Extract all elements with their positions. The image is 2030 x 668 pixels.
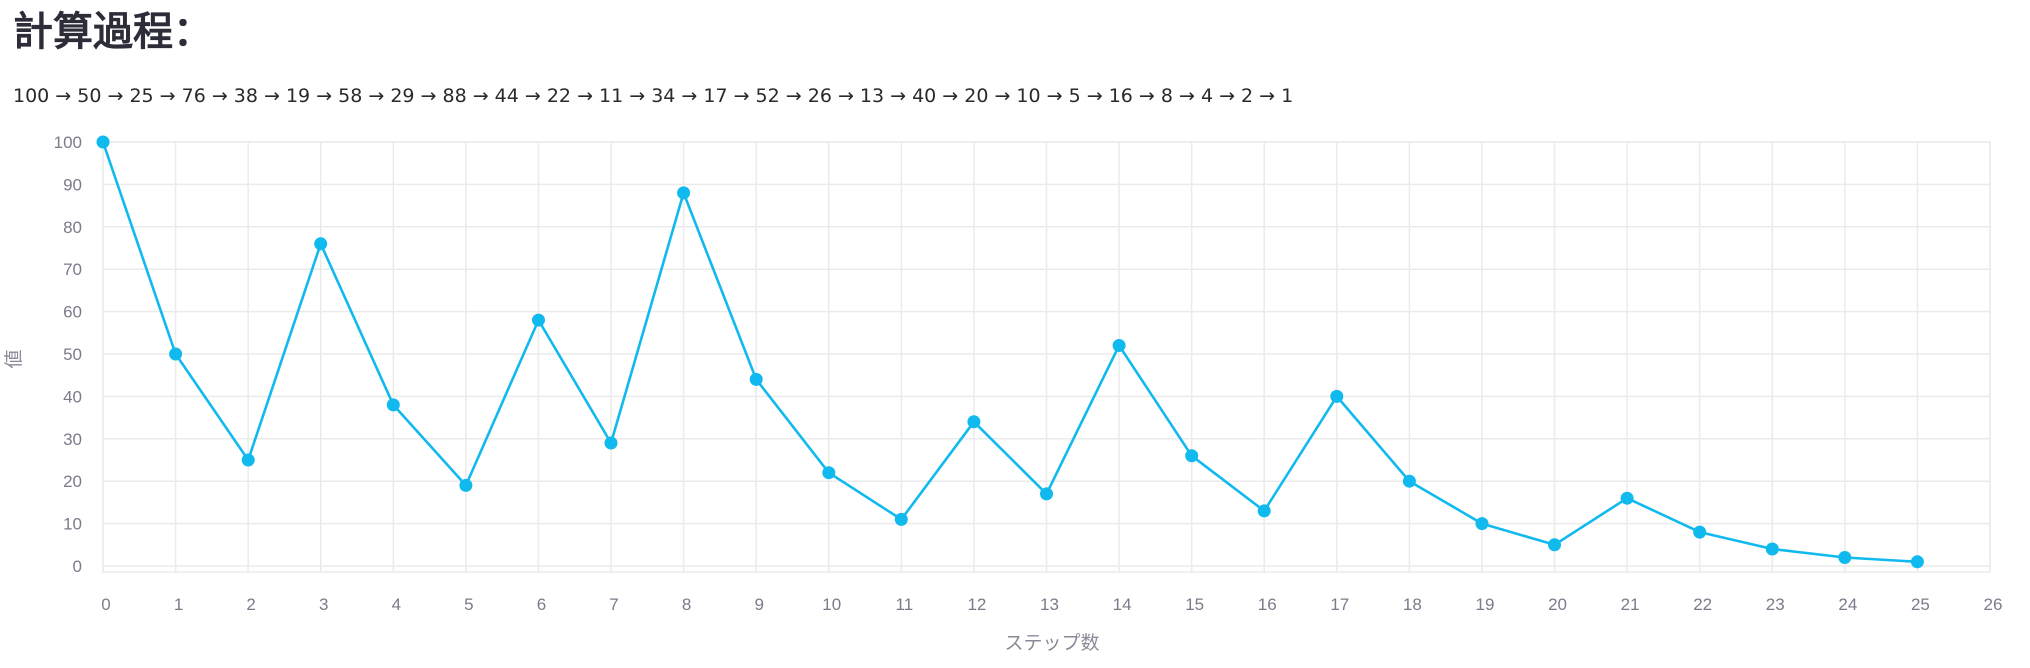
data-point	[386, 398, 400, 412]
data-point	[1838, 551, 1852, 564]
x-tick-label: 23	[1766, 595, 1785, 614]
y-tick-label: 50	[63, 345, 82, 364]
x-tick-label: 25	[1911, 595, 1930, 614]
data-point	[677, 186, 691, 200]
x-tick-label: 12	[967, 595, 986, 614]
x-tick-label: 21	[1621, 595, 1640, 614]
data-point	[241, 453, 255, 467]
data-point	[1330, 389, 1344, 403]
data-point	[532, 313, 545, 327]
data-point	[894, 512, 908, 526]
sequence-text: 100 → 50 → 25 → 76 → 38 → 19 → 58 → 29 →…	[13, 85, 1294, 107]
y-axis-title: 値	[3, 349, 25, 368]
y-tick-label: 70	[63, 260, 82, 279]
data-point	[169, 347, 183, 361]
y-tick-label: 10	[63, 515, 82, 534]
y-tick-label: 100	[54, 133, 82, 152]
data-point	[1693, 525, 1707, 539]
x-tick-label: 13	[1040, 595, 1059, 614]
x-tick-label: 17	[1330, 595, 1349, 614]
x-tick-label: 20	[1548, 595, 1567, 614]
x-tick-label: 9	[754, 595, 763, 614]
data-point	[1620, 491, 1634, 505]
x-tick-label: 10	[822, 595, 841, 614]
y-tick-label: 30	[63, 430, 82, 449]
data-point	[1185, 449, 1199, 463]
y-axis: 0 10 20 30 40 50 60 70 80 90 100	[54, 133, 82, 576]
data-point	[967, 415, 981, 429]
y-tick-label: 0	[73, 557, 82, 576]
x-tick-label: 0	[101, 595, 110, 614]
x-tick-label: 5	[464, 595, 473, 614]
x-axis: 0 1 2 3 4 5 6 7 8 9 10 11 12 13 14 15 16 17 18 19 20 21 22 23 24…	[101, 595, 2002, 614]
data-point	[96, 135, 110, 149]
data-point	[1765, 542, 1779, 556]
x-tick-label: 2	[246, 595, 255, 614]
y-tick-label: 40	[63, 387, 82, 406]
x-tick-label: 16	[1258, 595, 1277, 614]
x-tick-label: 15	[1185, 595, 1204, 614]
data-point	[1402, 474, 1416, 488]
data-point	[604, 436, 618, 450]
data-point	[314, 237, 328, 251]
data-point	[822, 466, 836, 480]
x-tick-label: 14	[1113, 595, 1132, 614]
x-tick-label: 6	[537, 595, 546, 614]
x-tick-label: 22	[1693, 595, 1712, 614]
y-tick-label: 90	[63, 175, 82, 194]
x-tick-label: 1	[174, 595, 183, 614]
data-point	[1475, 517, 1489, 531]
y-tick-label: 60	[63, 303, 82, 322]
data-point	[1040, 487, 1053, 501]
data-point	[459, 478, 473, 492]
x-tick-label: 8	[682, 595, 691, 614]
data-point	[1910, 555, 1924, 569]
x-tick-label: 11	[896, 595, 914, 614]
y-tick-label: 80	[63, 218, 82, 237]
series-line	[101, 141, 1918, 564]
x-tick-label: 19	[1476, 595, 1495, 614]
x-tick-label: 26	[1984, 595, 2003, 614]
x-tick-label: 7	[609, 595, 618, 614]
data-point	[1112, 339, 1126, 352]
page-title: 計算過程：	[13, 9, 213, 55]
data-point	[749, 372, 763, 386]
x-axis-title: ステップ数	[1004, 632, 1099, 654]
x-tick-label: 4	[392, 595, 401, 614]
data-point	[1548, 538, 1561, 552]
series	[96, 135, 1924, 569]
data-point	[1257, 504, 1271, 518]
grid	[102, 141, 1991, 573]
y-tick-label: 20	[63, 472, 82, 491]
x-tick-label: 3	[319, 595, 328, 614]
x-tick-label: 24	[1838, 595, 1857, 614]
x-tick-label: 18	[1403, 595, 1422, 614]
